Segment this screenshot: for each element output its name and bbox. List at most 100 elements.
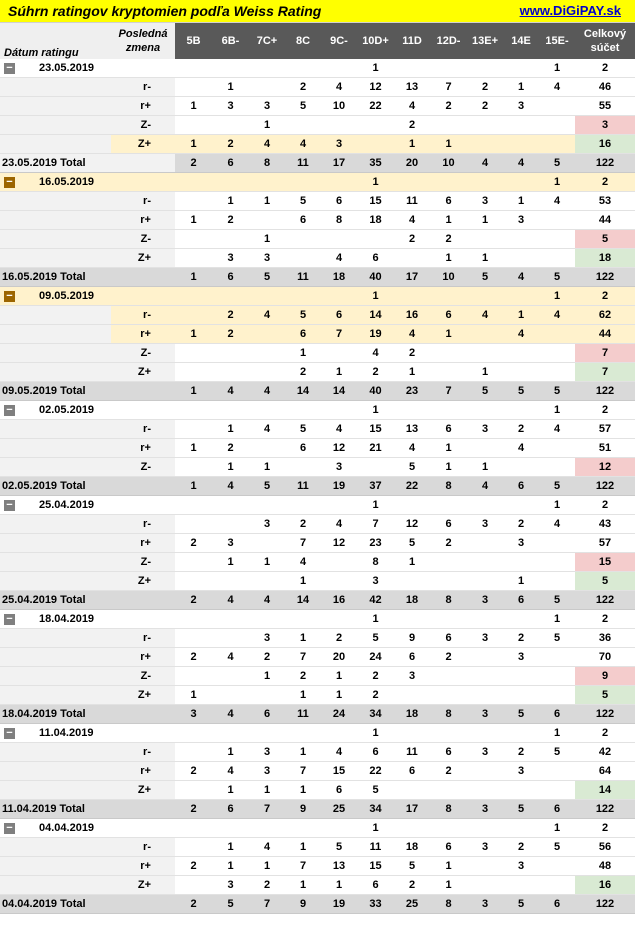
table-cell: 2 — [212, 438, 249, 458]
change-label-cell: r- — [111, 305, 175, 325]
table-cell: 4 — [357, 343, 394, 363]
table-cell — [321, 59, 357, 78]
row-total-cell: 18 — [575, 248, 635, 268]
table-cell: 1 — [212, 552, 249, 572]
ratings-pivot-table: Dátum ratingu Posledná zmena 5B 6B- 7C+ … — [0, 23, 635, 914]
total-cell: 2 — [175, 894, 212, 914]
total-cell: 16 — [321, 590, 357, 610]
table-row: Z- 1 1 4 8 1 15 — [0, 552, 635, 572]
group-date: 11.04.2019 — [39, 727, 94, 740]
group-date: 04.04.2019 — [39, 822, 95, 835]
table-cell: 1 — [539, 400, 575, 420]
table-cell: 1 — [175, 685, 212, 705]
table-cell — [357, 115, 394, 135]
table-cell: 1 — [394, 552, 430, 572]
total-cell: 2 — [175, 799, 212, 819]
table-cell — [321, 172, 357, 192]
group-header-row: −23.05.2019 1 1 2 — [0, 59, 635, 78]
total-cell: 17 — [394, 799, 430, 819]
table-cell — [430, 818, 467, 838]
table-cell: 1 — [321, 666, 357, 686]
table-cell: 4 — [539, 419, 575, 439]
table-cell: 1 — [357, 818, 394, 838]
group-date: 16.05.2019 — [39, 176, 95, 189]
table-cell: 3 — [249, 514, 285, 534]
table-cell: 12 — [321, 438, 357, 458]
table-cell — [539, 362, 575, 382]
collapse-icon[interactable]: − — [4, 500, 15, 512]
table-cell: 1 — [212, 191, 249, 211]
table-cell: 1 — [175, 324, 212, 344]
header-rating-col: 7C+ — [249, 23, 285, 59]
table-cell — [285, 229, 321, 249]
table-cell: 2 — [212, 324, 249, 344]
table-cell: 1 — [357, 172, 394, 192]
header-rating-col: 11D — [394, 23, 430, 59]
table-cell: 1 — [539, 286, 575, 306]
table-cell: 1 — [249, 115, 285, 135]
row-total-cell: 12 — [575, 457, 635, 477]
table-cell — [285, 115, 321, 135]
table-cell — [467, 172, 503, 192]
table-cell: 2 — [321, 628, 357, 648]
row-total-cell: 56 — [575, 837, 635, 857]
table-cell: 20 — [321, 647, 357, 667]
row-total-cell: 5 — [575, 229, 635, 249]
collapse-icon[interactable]: − — [4, 405, 15, 417]
change-label-cell: Z- — [111, 115, 175, 135]
group-total-label: 11.04.2019 Total — [0, 799, 175, 819]
table-cell — [394, 685, 430, 705]
total-cell: 5 — [503, 381, 539, 401]
table-cell — [249, 286, 285, 306]
table-cell: 1 — [321, 362, 357, 382]
row-total-cell: 7 — [575, 362, 635, 382]
table-cell: 1 — [539, 59, 575, 78]
table-cell: 5 — [285, 191, 321, 211]
empty-date-cell — [0, 780, 111, 800]
table-row: r+ 2 4 2 7 20 24 6 2 3 70 — [0, 647, 635, 667]
empty-date-cell — [0, 77, 111, 97]
change-label-cell: Z+ — [111, 134, 175, 154]
table-cell: 2 — [285, 666, 321, 686]
table-cell — [539, 248, 575, 268]
table-cell: 4 — [539, 305, 575, 325]
change-label-cell: r- — [111, 742, 175, 762]
table-cell: 15 — [357, 856, 394, 876]
collapse-icon[interactable]: − — [4, 63, 15, 75]
table-cell — [212, 666, 249, 686]
table-cell — [175, 286, 212, 306]
table-row: Z- 1 2 3 — [0, 115, 635, 135]
row-total-cell: 5 — [575, 571, 635, 591]
table-cell: 1 — [357, 723, 394, 743]
table-cell — [175, 514, 212, 534]
collapse-icon[interactable]: − — [4, 823, 15, 835]
collapse-icon[interactable]: − — [4, 728, 15, 740]
table-cell — [249, 723, 285, 743]
table-cell: 1 — [212, 856, 249, 876]
table-cell — [175, 837, 212, 857]
empty-date-cell — [0, 438, 111, 458]
group-total-row: 18.04.2019 Total 3 4 6 11 24 34 18 8 3 5 6 122 — [0, 704, 635, 724]
group-total-row: 04.04.2019 Total 2 5 7 9 19 33 25 8 3 5 6 122 — [0, 894, 635, 914]
table-cell — [212, 115, 249, 135]
table-cell: 3 — [503, 761, 539, 781]
collapse-icon[interactable]: − — [4, 291, 15, 303]
total-cell: 8 — [430, 590, 467, 610]
change-label-cell: r+ — [111, 856, 175, 876]
total-cell: 34 — [357, 799, 394, 819]
group-header-row: −11.04.2019 1 1 2 — [0, 723, 635, 743]
empty-date-cell — [0, 647, 111, 667]
table-cell: 4 — [321, 514, 357, 534]
table-cell — [321, 818, 357, 838]
empty-date-cell — [0, 115, 111, 135]
row-total-cell: 46 — [575, 77, 635, 97]
table-cell: 7 — [321, 324, 357, 344]
row-total-cell: 44 — [575, 324, 635, 344]
digipay-link[interactable]: www.DiGiPAY.sk — [519, 3, 621, 18]
total-cell: 25 — [321, 799, 357, 819]
collapse-icon[interactable]: − — [4, 177, 15, 189]
collapse-icon[interactable]: − — [4, 614, 15, 626]
table-cell — [249, 343, 285, 363]
table-cell: 4 — [539, 191, 575, 211]
table-cell: 2 — [575, 286, 635, 306]
